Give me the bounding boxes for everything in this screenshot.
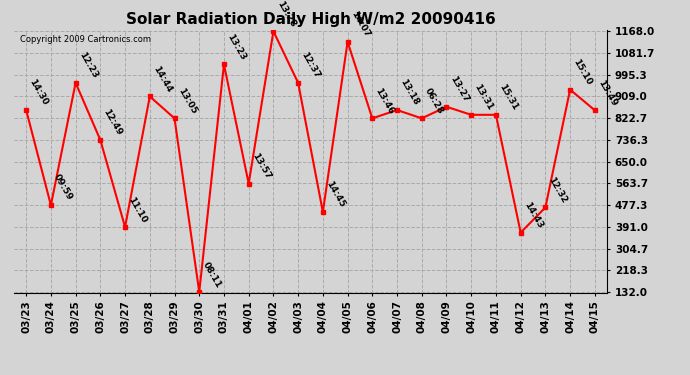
- Text: 13:31: 13:31: [473, 83, 495, 112]
- Text: Copyright 2009 Cartronics.com: Copyright 2009 Cartronics.com: [20, 35, 150, 44]
- Text: 14:30: 14:30: [28, 78, 50, 107]
- Text: 13:18: 13:18: [398, 78, 420, 107]
- Text: 13:27: 13:27: [448, 75, 470, 104]
- Text: 12:49: 12:49: [101, 108, 124, 137]
- Text: 12:32: 12:32: [546, 176, 569, 205]
- Text: 08:11: 08:11: [201, 260, 223, 289]
- Text: 13:28: 13:28: [275, 0, 297, 28]
- Text: 13:46: 13:46: [374, 86, 396, 116]
- Title: Solar Radiation Daily High W/m2 20090416: Solar Radiation Daily High W/m2 20090416: [126, 12, 495, 27]
- Text: 11:10: 11:10: [126, 195, 148, 224]
- Text: 15:31: 15:31: [497, 83, 520, 112]
- Text: 14:45: 14:45: [324, 180, 346, 209]
- Text: 14:07: 14:07: [349, 10, 371, 39]
- Text: 15:10: 15:10: [571, 58, 593, 87]
- Text: 13:05: 13:05: [176, 86, 198, 116]
- Text: 13:49: 13:49: [596, 78, 618, 108]
- Text: 13:57: 13:57: [250, 152, 273, 181]
- Text: 13:23: 13:23: [226, 32, 248, 62]
- Text: 12:37: 12:37: [299, 51, 322, 80]
- Text: 09:59: 09:59: [52, 173, 75, 202]
- Text: 06:28: 06:28: [423, 86, 445, 116]
- Text: 12:23: 12:23: [77, 51, 99, 80]
- Text: 14:44: 14:44: [151, 64, 173, 94]
- Text: 14:43: 14:43: [522, 200, 544, 230]
